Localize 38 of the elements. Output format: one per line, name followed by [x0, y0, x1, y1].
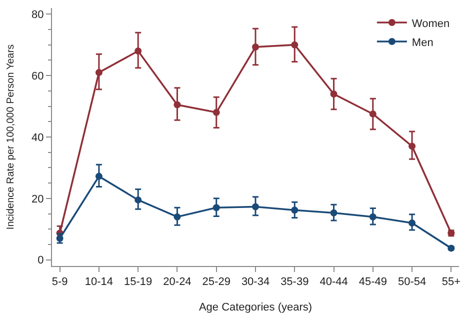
- point: [95, 69, 102, 76]
- point: [134, 196, 142, 204]
- point: [369, 213, 376, 220]
- x-tick-label: 15-19: [124, 276, 152, 288]
- point: [134, 48, 142, 54]
- y-tick-label: 0: [38, 254, 44, 267]
- x-axis-title: Age Categories (years): [198, 301, 312, 314]
- y-tick-label: 20: [32, 193, 44, 206]
- legend-label: Men: [412, 36, 434, 49]
- point: [95, 172, 102, 180]
- x-tick-label: 45-49: [358, 276, 387, 288]
- point: [330, 209, 338, 216]
- point: [212, 204, 220, 212]
- y-tick-label: 80: [32, 8, 44, 21]
- point: [212, 108, 220, 116]
- x-tick-label: 50-54: [398, 276, 426, 288]
- legend-label: Women: [412, 18, 450, 30]
- point: [291, 41, 298, 48]
- x-tick-label: 30-34: [241, 276, 270, 288]
- x-tick-label: 40-44: [320, 276, 348, 288]
- y-tick-label: 40: [32, 132, 44, 144]
- x-tick-label: 5-9: [52, 276, 68, 288]
- x-tick-label: 20-24: [163, 276, 192, 288]
- point: [174, 101, 181, 108]
- point: [252, 44, 259, 51]
- x-tick-label: 55+: [442, 276, 461, 288]
- point: [252, 203, 259, 210]
- point: [330, 90, 338, 98]
- x-tick-label: 10-14: [84, 276, 114, 288]
- point: [291, 206, 298, 214]
- point: [408, 220, 416, 226]
- point: [369, 110, 376, 118]
- point: [408, 142, 416, 150]
- y-axis-title: Incidence Rate per 100,000 Person Years: [6, 44, 17, 230]
- x-tick-label: 25-29: [202, 276, 230, 288]
- x-tick-label: 35-39: [280, 276, 309, 288]
- point: [174, 213, 181, 220]
- y-tick-label: 60: [32, 70, 44, 82]
